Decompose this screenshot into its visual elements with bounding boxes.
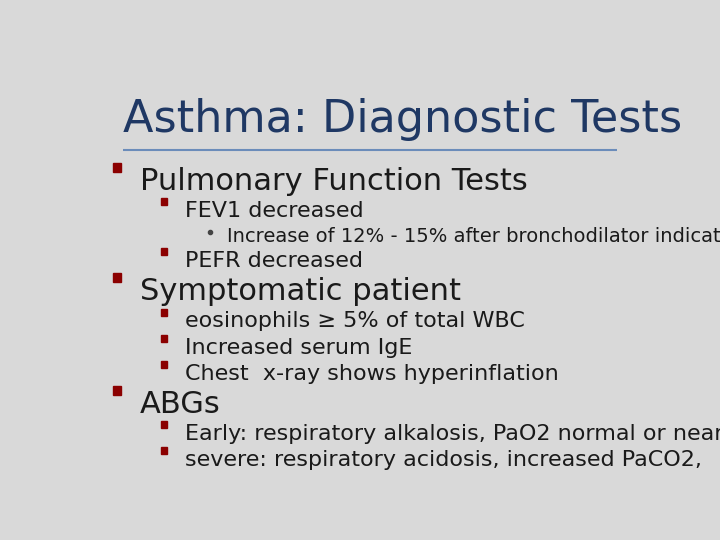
Text: Chest  x-ray shows hyperinflation: Chest x-ray shows hyperinflation	[185, 364, 559, 384]
FancyBboxPatch shape	[114, 273, 121, 282]
FancyBboxPatch shape	[161, 198, 167, 205]
FancyBboxPatch shape	[114, 163, 121, 172]
FancyBboxPatch shape	[161, 421, 167, 428]
Text: PEFR decreased: PEFR decreased	[185, 251, 363, 271]
FancyBboxPatch shape	[114, 386, 121, 395]
FancyBboxPatch shape	[161, 361, 167, 368]
Text: Asthma: Diagnostic Tests: Asthma: Diagnostic Tests	[124, 98, 683, 141]
Text: eosinophils ≥ 5% of total WBC: eosinophils ≥ 5% of total WBC	[185, 312, 525, 332]
FancyBboxPatch shape	[161, 335, 167, 342]
FancyBboxPatch shape	[161, 448, 167, 455]
Text: FEV1 decreased: FEV1 decreased	[185, 201, 364, 221]
FancyBboxPatch shape	[161, 308, 167, 315]
Text: Pulmonary Function Tests: Pulmonary Function Tests	[140, 167, 528, 195]
Text: severe: respiratory acidosis, increased PaCO2,: severe: respiratory acidosis, increased …	[185, 450, 702, 470]
Text: Symptomatic patient: Symptomatic patient	[140, 277, 462, 306]
Text: Increase of 12% - 15% after bronchodilator indicative of asthma: Increase of 12% - 15% after bronchodilat…	[227, 227, 720, 246]
FancyBboxPatch shape	[161, 248, 167, 255]
Text: Increased serum IgE: Increased serum IgE	[185, 338, 413, 357]
Text: ABGs: ABGs	[140, 390, 221, 419]
Text: Early: respiratory alkalosis, PaO2 normal or near-normal: Early: respiratory alkalosis, PaO2 norma…	[185, 424, 720, 444]
